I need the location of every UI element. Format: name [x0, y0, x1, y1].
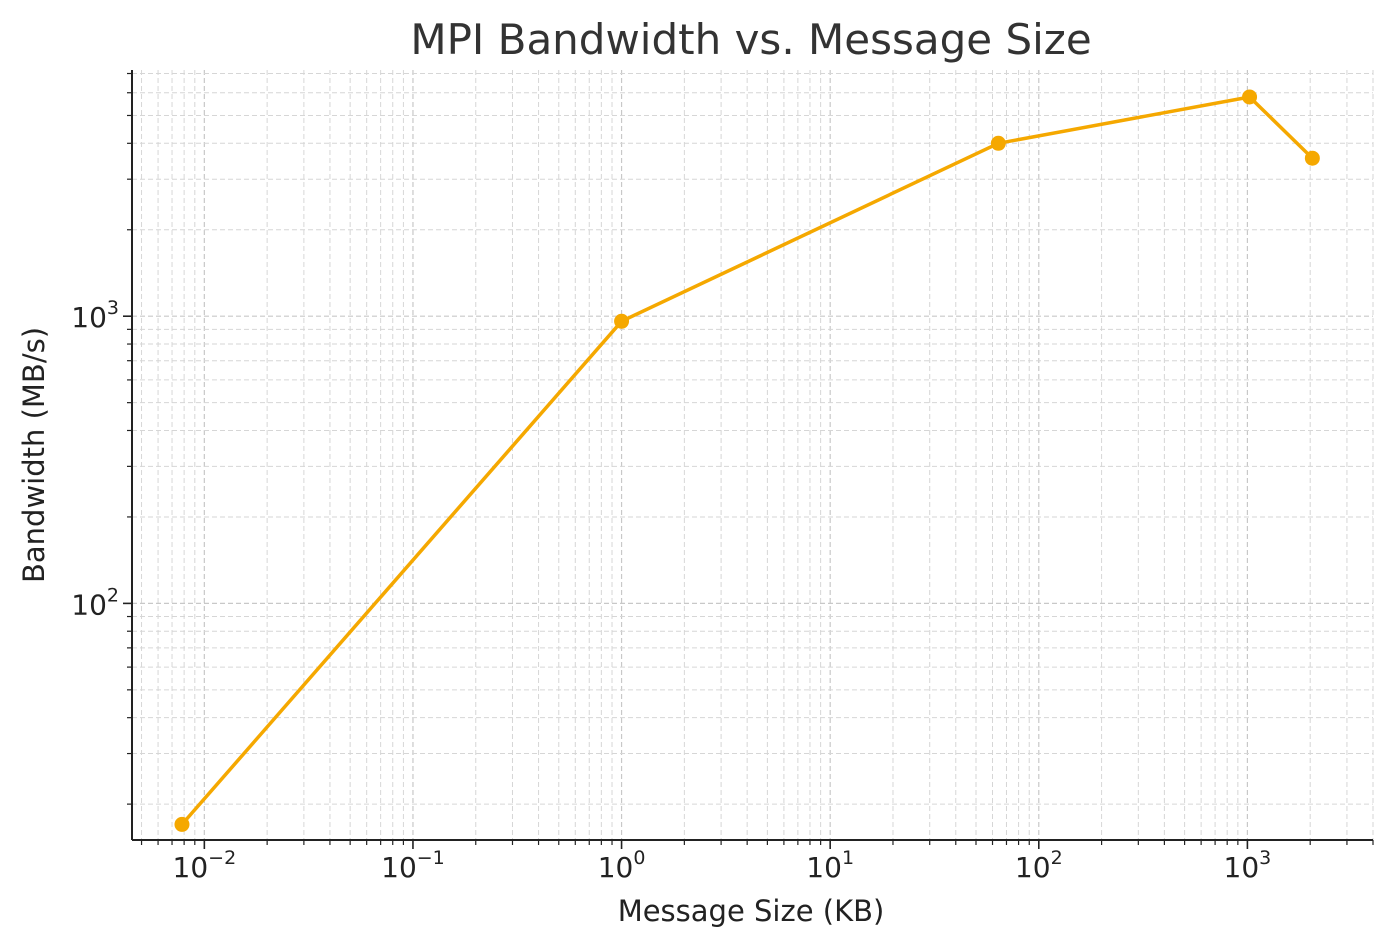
y-axis-label: Bandwidth (MB/s): [17, 327, 51, 583]
data-point: [174, 816, 190, 832]
chart-title: MPI Bandwidth vs. Message Size: [410, 15, 1091, 64]
data-point: [614, 313, 630, 329]
x-tick-label: 101: [806, 847, 854, 884]
data-point: [1242, 89, 1258, 105]
x-tick-label: 102: [1015, 847, 1063, 884]
data-point: [990, 135, 1006, 151]
grid: [132, 70, 1374, 840]
axes: [131, 70, 1373, 841]
data-point: [1304, 150, 1320, 166]
x-tick-label: 10−2: [173, 847, 237, 884]
y-tick-label: 102: [71, 584, 119, 621]
y-tick-label: 103: [71, 297, 119, 334]
series: [174, 89, 1320, 832]
x-tick-label: 10−1: [381, 847, 445, 884]
x-tick-label: 100: [598, 847, 646, 884]
ticks: [123, 72, 1374, 849]
x-tick-label: 103: [1224, 847, 1272, 884]
tick-labels: 10−2 10−1 100 101 102 103 102 103: [71, 297, 1271, 884]
x-axis-label: Message Size (KB): [618, 894, 885, 928]
